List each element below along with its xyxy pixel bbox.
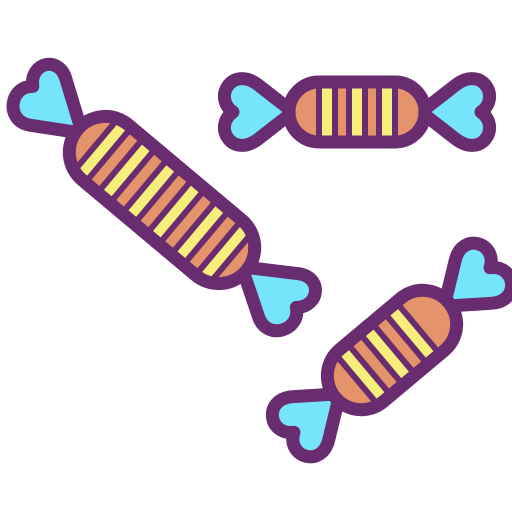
candy-medium-stripe-2 [356, 319, 418, 389]
candy-small-left-wrapper [218, 72, 300, 152]
candy-medium-left-wrapper [265, 387, 347, 464]
candy-medium [265, 236, 512, 464]
candy-large-body [69, 116, 255, 284]
candy-large-left-wrapper [6, 57, 89, 140]
candy-small-right-wrapper [414, 72, 496, 152]
candy-large-stripe-4 [143, 175, 208, 248]
candy-large-right-wrapper [235, 260, 322, 338]
candy-medium-stripe-1 [332, 340, 394, 409]
candy-large-stripe-3 [119, 155, 184, 227]
candy-small-stripe-1 [319, 82, 335, 142]
candy-large [6, 57, 322, 338]
candy-medium-stripe-3 [381, 299, 443, 368]
candy-small [218, 72, 496, 152]
candy-large-stripe-2 [94, 134, 159, 207]
candy-small-stripe-3 [379, 82, 395, 142]
candy-medium-right-wrapper [437, 236, 512, 313]
candy-large-stripe-5 [168, 196, 233, 268]
candy-small-stripe-2 [349, 82, 365, 142]
candy-medium-stripes [330, 297, 445, 411]
candy-large-stripe-1 [70, 114, 135, 186]
candy-small-stripes [316, 82, 398, 142]
candy-large-stripe-6 [192, 216, 257, 289]
